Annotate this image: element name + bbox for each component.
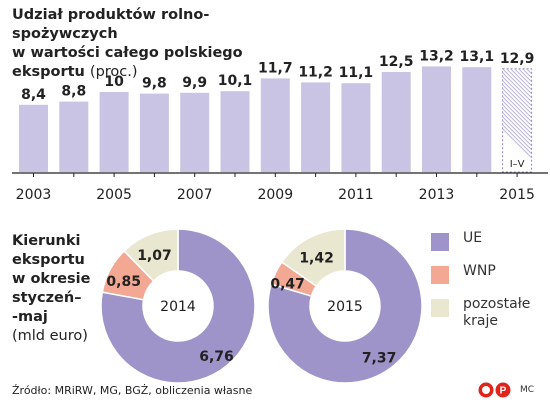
bar-2008 bbox=[220, 91, 250, 172]
author-initials: MC bbox=[520, 385, 535, 395]
section2-unit: (mld euro) bbox=[12, 328, 88, 344]
x-tick-label-2009: 2009 bbox=[257, 187, 293, 203]
svg-text:P: P bbox=[500, 386, 507, 397]
legend-item-wnp: WNP bbox=[420, 263, 545, 296]
bar-2006 bbox=[139, 93, 169, 172]
slice-2015-UE bbox=[267, 228, 423, 384]
chart-title: Udział produktów rolno-spożywczych w war… bbox=[12, 6, 312, 82]
bar-2005 bbox=[99, 92, 129, 172]
bar-label-2012: 12,5 bbox=[379, 54, 414, 70]
x-tick-label-2005: 2005 bbox=[96, 187, 132, 203]
x-tick-label-2007: 2007 bbox=[177, 187, 213, 203]
section2-line-5: -maj bbox=[12, 309, 48, 325]
slice-label-2015-WNP: 0,47 bbox=[270, 276, 305, 292]
pap-logo: P bbox=[478, 382, 511, 398]
slice-2015-pozostale bbox=[280, 228, 346, 288]
slice-2014-pozostale bbox=[123, 228, 179, 283]
legend-item-ue: UE bbox=[420, 230, 545, 263]
section2-line-2: eksportu bbox=[12, 252, 85, 268]
legend-label-wnp: WNP bbox=[463, 263, 496, 279]
bar-2007 bbox=[180, 92, 210, 172]
legend-label-ue: UE bbox=[463, 230, 483, 246]
donut-center-label-2015: 2015 bbox=[327, 299, 363, 315]
x-tick-label-2011: 2011 bbox=[338, 187, 374, 203]
slice-2014-UE bbox=[100, 228, 256, 384]
bar-2003 bbox=[19, 104, 48, 172]
section2-line-4: styczeń– bbox=[12, 290, 82, 306]
legend-item-pozostale: pozostałe kraje bbox=[420, 296, 545, 329]
donut-center-label-2014: 2014 bbox=[160, 299, 196, 315]
title-line-2: w wartości całego polskiego bbox=[12, 45, 243, 61]
title-line-1: Udział produktów rolno-spożywczych bbox=[12, 7, 210, 42]
legend-swatch-pozostale bbox=[431, 299, 449, 317]
slice-2015-WNP bbox=[270, 261, 318, 297]
x-tick-label-2003: 2003 bbox=[16, 187, 52, 203]
source-note: Źródło: MRiRW, MG, BGŻ, obliczenia własn… bbox=[12, 384, 253, 397]
slice-label-2014-UE: 6,76 bbox=[199, 349, 234, 365]
bar-2011 bbox=[341, 83, 371, 172]
bar-label-2014: 13,1 bbox=[460, 49, 495, 65]
bar-chart: 8,4 8,8 10 9,8 9,9 10,1 11,7 11,2 11,1 12,5 13,2 13… bbox=[12, 48, 548, 203]
legend: UE WNP pozostałe kraje bbox=[420, 230, 545, 329]
bar-label-2004: 8,8 bbox=[61, 84, 86, 100]
bar-hatch bbox=[502, 68, 532, 159]
bar-annotation: I–V bbox=[510, 159, 525, 170]
bar-label-2013: 13,2 bbox=[419, 48, 454, 64]
slice-label-2014-pozostale: 1,07 bbox=[137, 248, 172, 264]
x-tick-label-2015: 2015 bbox=[499, 187, 535, 203]
bar-2012 bbox=[381, 72, 411, 172]
legend-swatch-wnp bbox=[431, 266, 449, 284]
legend-label-pozostale: pozostałe kraje bbox=[463, 296, 531, 329]
slice-label-2015-UE: 7,37 bbox=[362, 351, 397, 367]
section2-title: Kierunki eksportu w okresie styczeń– -ma… bbox=[12, 232, 122, 346]
slice-label-2015-pozostale: 1,42 bbox=[299, 250, 334, 266]
section2-line-3: w okresie bbox=[12, 271, 91, 287]
legend-swatch-ue bbox=[431, 233, 449, 251]
bar-label-2009: 11,7 bbox=[258, 60, 293, 76]
bar-2010 bbox=[301, 82, 331, 172]
title-unit: (proc.) bbox=[89, 64, 138, 80]
bar-2009 bbox=[260, 78, 290, 172]
bar-label-2015: 12,9 bbox=[500, 51, 535, 67]
bar-label-2007: 9,9 bbox=[182, 75, 207, 91]
bar-label-2005: 10 bbox=[104, 74, 124, 90]
bar-2004 bbox=[59, 101, 89, 172]
bar-2015 bbox=[502, 68, 533, 173]
title-line-3: eksportu bbox=[12, 64, 85, 80]
bar-label-2008: 10,1 bbox=[218, 73, 253, 89]
section2-line-1: Kierunki bbox=[12, 233, 81, 249]
bar-2013 bbox=[422, 66, 451, 172]
bar-label-2006: 9,8 bbox=[142, 76, 167, 92]
bar-label-2011: 11,1 bbox=[339, 65, 374, 81]
x-tick-label-2013: 2013 bbox=[419, 187, 455, 203]
bar-2014 bbox=[462, 67, 492, 172]
bar-label-2003: 8,4 bbox=[21, 87, 46, 103]
bar-label-2010: 11,2 bbox=[298, 64, 333, 80]
